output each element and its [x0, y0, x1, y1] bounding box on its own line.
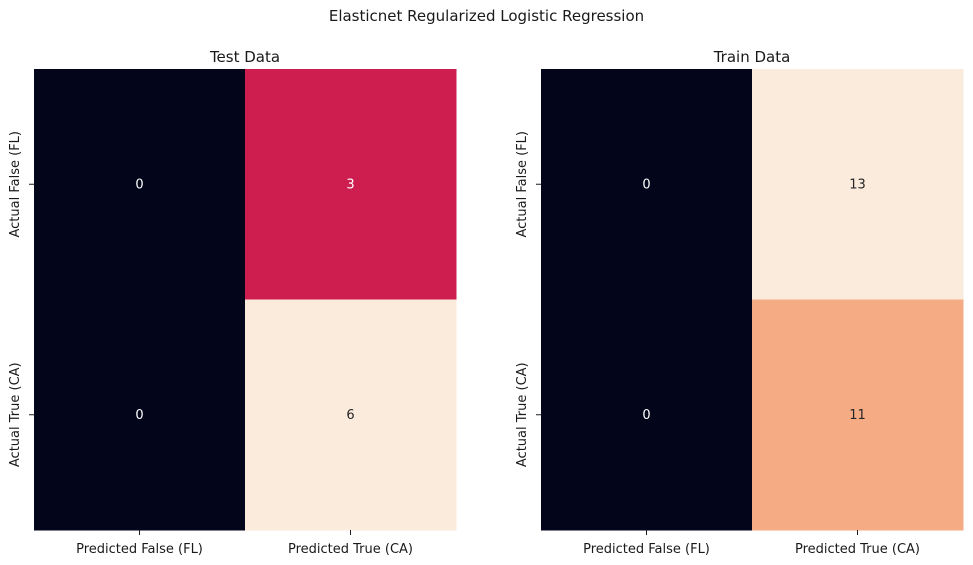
heatmap-cell: [752, 299, 964, 531]
cell-value-label: 0: [642, 177, 650, 192]
y-tick-label: Actual False (FL): [8, 131, 23, 238]
cell-value-label: 0: [642, 408, 650, 423]
train-data-heatmap: Train Data 0 13 0 11 Predicted False (FL) Pred…: [515, 48, 964, 557]
y-tick-label: Actual True (CA): [8, 362, 23, 467]
cell-value-label: 13: [849, 177, 866, 192]
y-tick-label: Actual True (CA): [515, 362, 530, 467]
heatmap-cell: [245, 69, 457, 300]
x-tick-label: Predicted True (CA): [795, 542, 920, 557]
heatmap-cell: [752, 69, 964, 300]
x-tick-label: Predicted True (CA): [288, 542, 413, 557]
cell-value-label: 0: [135, 177, 143, 192]
cell-value-label: 3: [346, 177, 354, 192]
test-data-heatmap: Test Data 0 3 0 6 Predicted False (FL) Predict…: [8, 48, 457, 557]
figure-title: Elasticnet Regularized Logistic Regressi…: [328, 7, 645, 25]
panel-title: Train Data: [713, 48, 791, 66]
heatmap-cell: [541, 299, 753, 531]
cell-value-label: 0: [135, 408, 143, 423]
y-tick-label: Actual False (FL): [515, 131, 530, 238]
x-tick-label: Predicted False (FL): [76, 542, 203, 557]
heatmap-cell: [245, 299, 457, 531]
cell-value-label: 6: [346, 408, 354, 423]
heatmap-cell: [34, 69, 246, 300]
panel-title: Test Data: [209, 48, 280, 66]
heatmap-cell: [34, 299, 246, 531]
heatmap-cell: [541, 69, 753, 300]
x-tick-label: Predicted False (FL): [583, 542, 710, 557]
cell-value-label: 11: [849, 408, 866, 423]
